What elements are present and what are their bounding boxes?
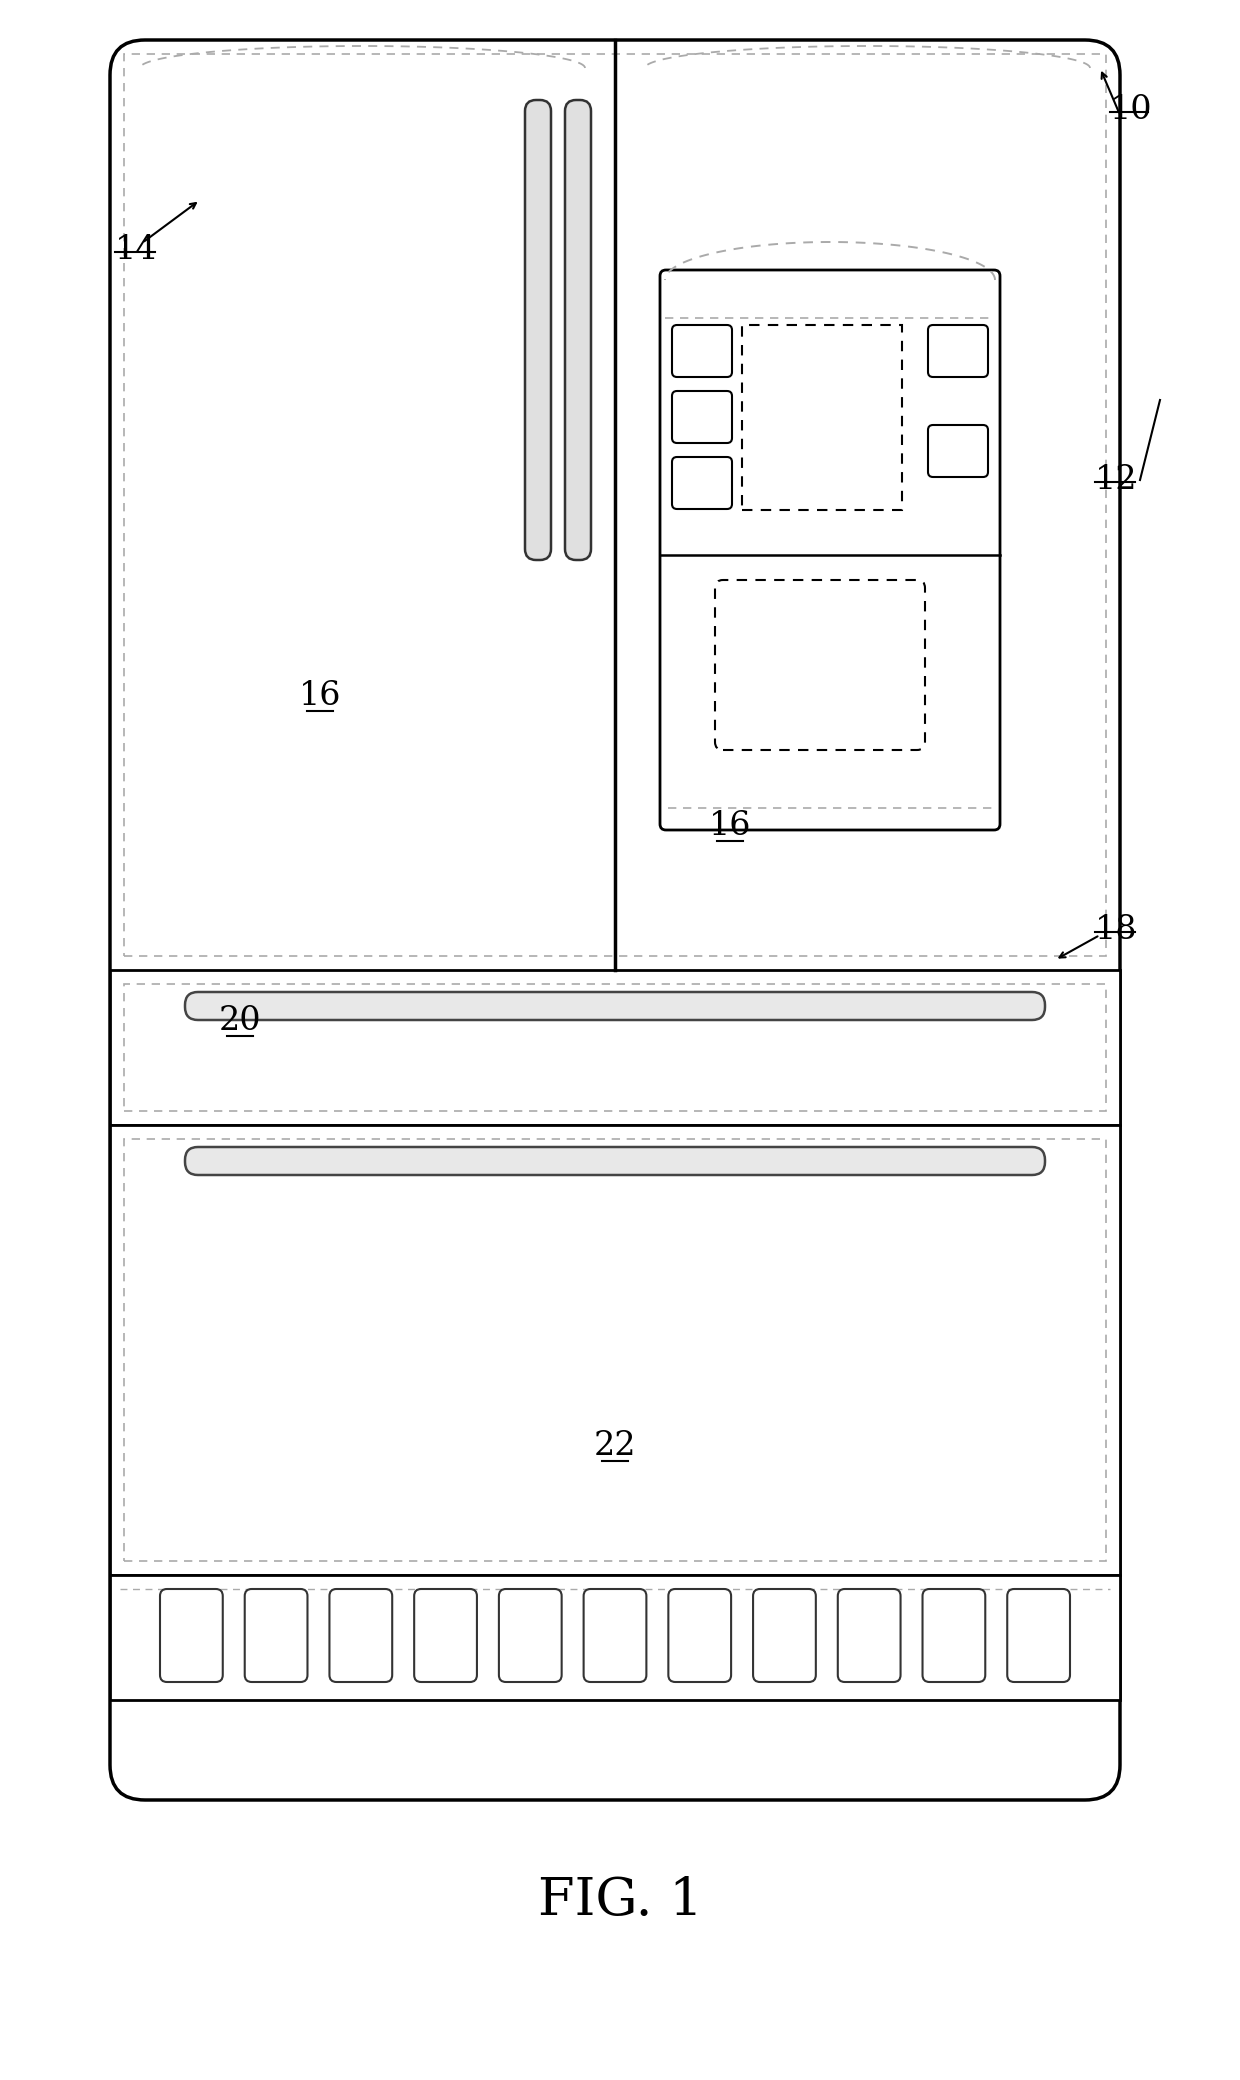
FancyBboxPatch shape: [525, 100, 551, 560]
FancyBboxPatch shape: [160, 1589, 223, 1683]
FancyBboxPatch shape: [185, 1146, 1045, 1175]
Text: 20: 20: [218, 1005, 262, 1038]
Text: 18: 18: [1095, 913, 1137, 946]
FancyBboxPatch shape: [838, 1589, 900, 1683]
FancyBboxPatch shape: [414, 1589, 477, 1683]
Bar: [110, 969, 1120, 1125]
Text: 22: 22: [594, 1431, 636, 1462]
FancyBboxPatch shape: [565, 100, 591, 560]
Bar: [742, 324, 901, 510]
FancyBboxPatch shape: [660, 270, 999, 830]
FancyBboxPatch shape: [923, 1589, 986, 1683]
FancyBboxPatch shape: [928, 424, 988, 476]
FancyBboxPatch shape: [668, 1589, 732, 1683]
FancyBboxPatch shape: [672, 391, 732, 443]
Text: 16: 16: [299, 680, 341, 711]
FancyBboxPatch shape: [498, 1589, 562, 1683]
Text: 12: 12: [1095, 464, 1137, 495]
FancyBboxPatch shape: [672, 458, 732, 510]
Text: 16: 16: [709, 809, 751, 842]
FancyBboxPatch shape: [753, 1589, 816, 1683]
FancyBboxPatch shape: [928, 324, 988, 376]
Text: 14: 14: [115, 235, 157, 266]
FancyBboxPatch shape: [584, 1589, 646, 1683]
FancyBboxPatch shape: [715, 580, 925, 751]
FancyBboxPatch shape: [672, 324, 732, 376]
FancyBboxPatch shape: [185, 992, 1045, 1019]
Bar: [110, 1125, 1120, 1575]
Text: 10: 10: [1110, 94, 1153, 127]
FancyBboxPatch shape: [110, 40, 1120, 1799]
Bar: [124, 1140, 1106, 1560]
Bar: [124, 984, 1106, 1111]
Text: FIG. 1: FIG. 1: [538, 1874, 702, 1926]
FancyBboxPatch shape: [330, 1589, 392, 1683]
FancyBboxPatch shape: [244, 1589, 308, 1683]
FancyBboxPatch shape: [1007, 1589, 1070, 1683]
Bar: [124, 54, 1106, 957]
Bar: [110, 1575, 1120, 1699]
